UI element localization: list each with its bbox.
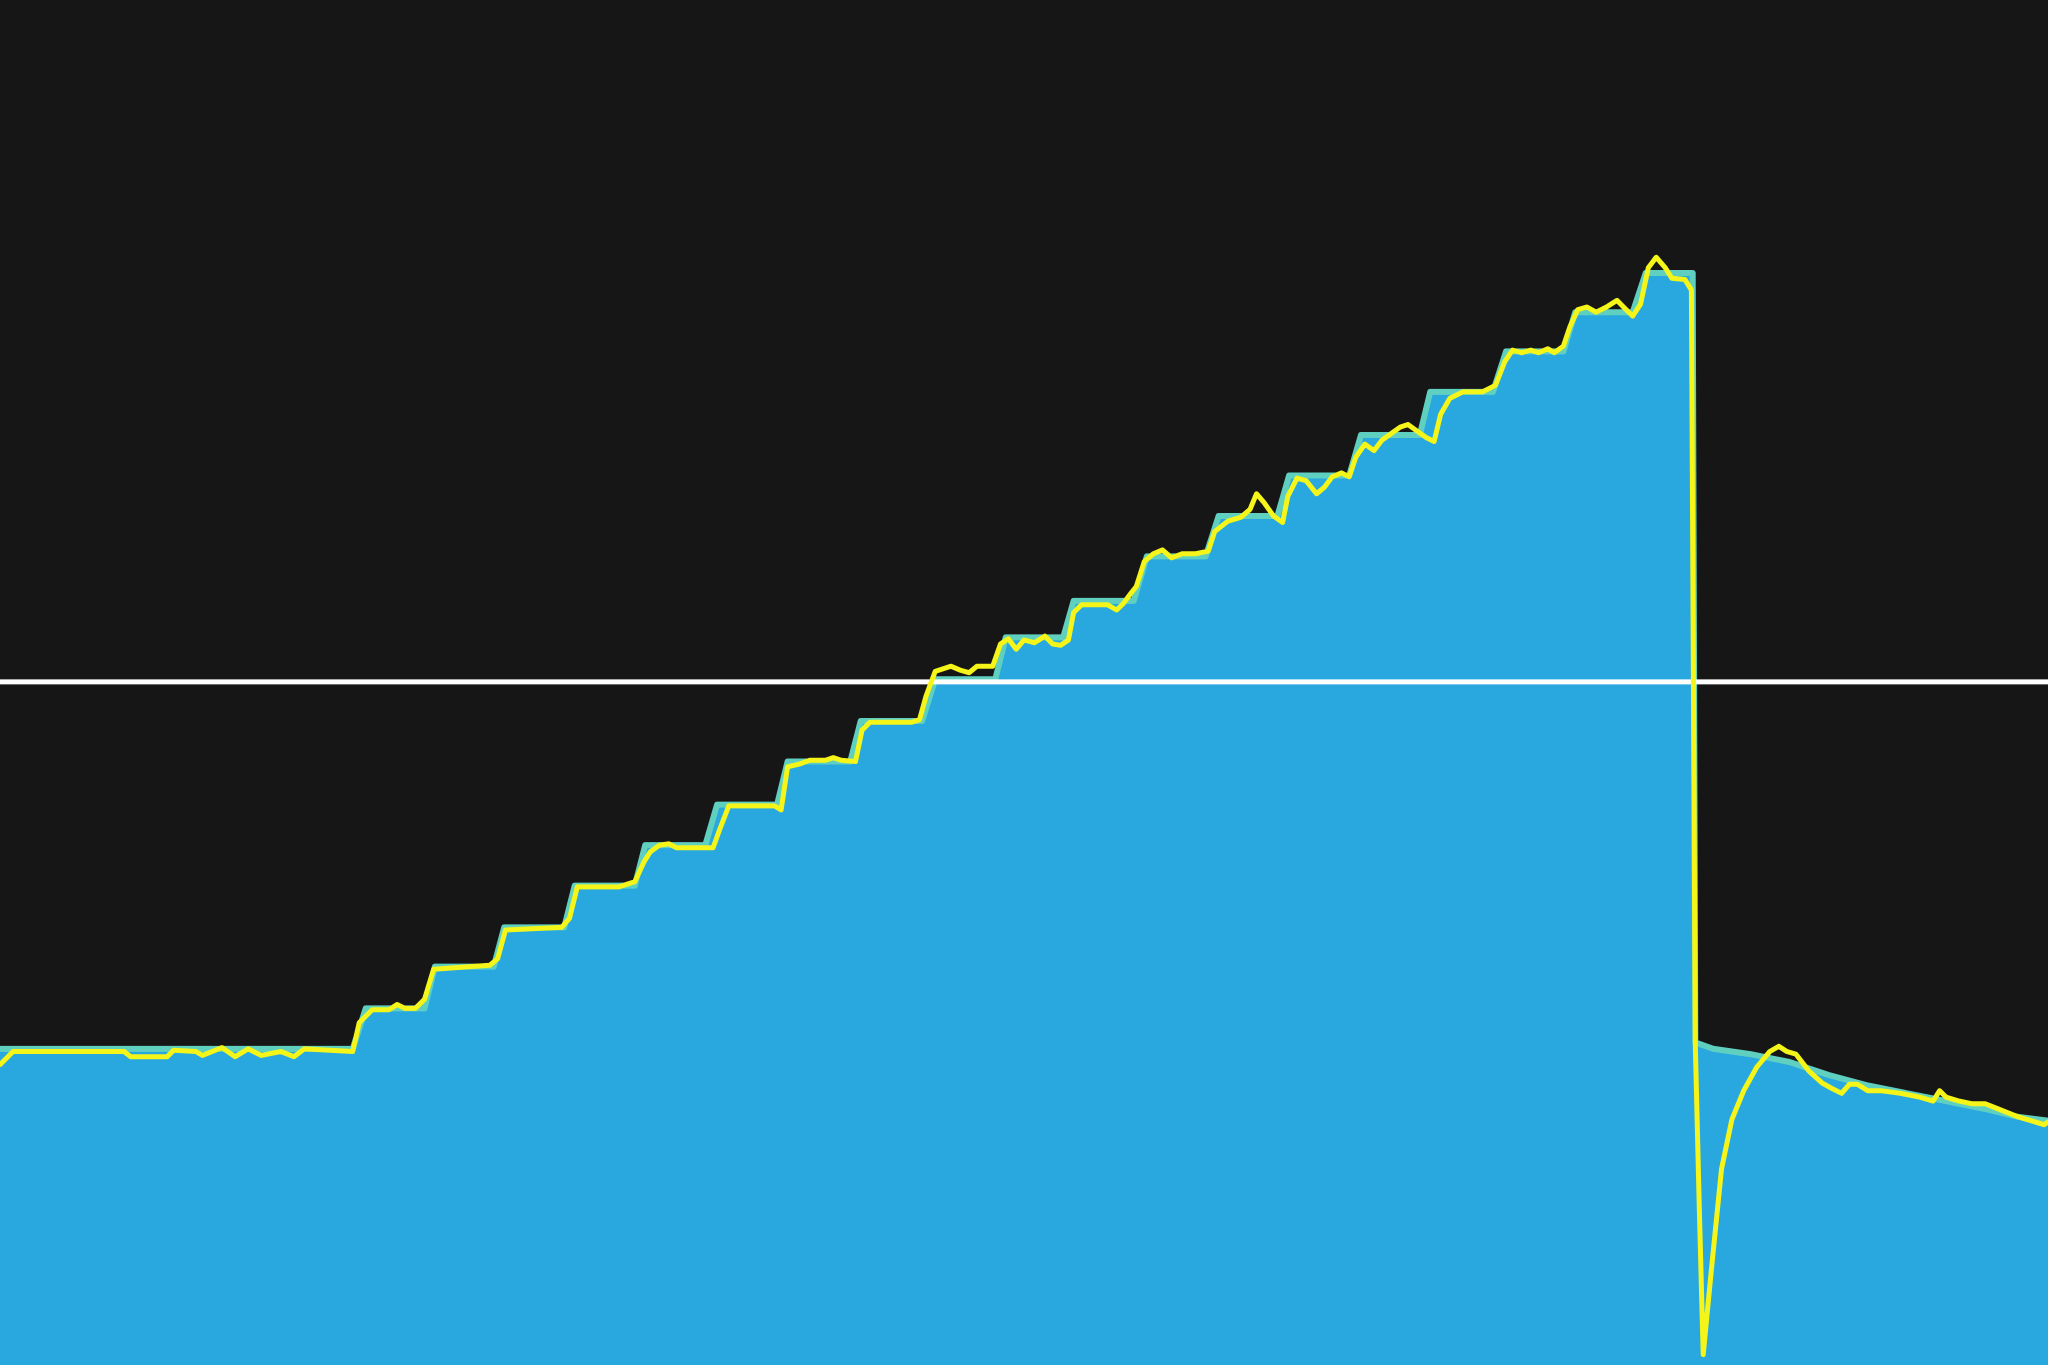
area-series (0, 273, 2048, 1365)
trace-series-line (0, 254, 2048, 1358)
